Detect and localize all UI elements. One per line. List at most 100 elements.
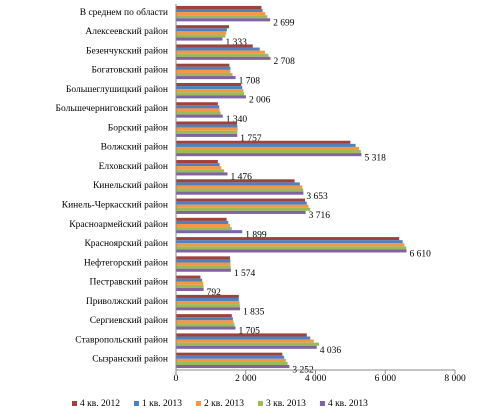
bar [176,34,226,38]
bar [176,127,238,131]
bar [176,358,286,362]
bar [176,240,403,244]
value-label: 2 006 [249,96,271,106]
bar [176,336,311,340]
category-label: Сызранский район [92,354,168,365]
value-label: 2 699 [273,19,295,29]
bar [176,223,231,228]
value-label: 3 653 [306,192,328,202]
value-label: 2 708 [273,57,295,67]
bar [176,287,204,292]
bar [176,314,232,318]
bar [176,92,245,96]
bar [176,76,236,80]
category-label: Красноярский район [84,238,168,249]
bar [176,342,319,346]
bar [176,237,400,241]
bar [176,56,271,60]
bar [176,143,356,147]
legend-label: 4 кв. 2013 [328,399,368,409]
bar [176,249,407,253]
bar [176,185,303,189]
bar [176,259,231,263]
bar [176,66,231,70]
value-label: 1 835 [243,307,265,317]
bar [176,82,242,87]
x-tick-label: 8 000 [444,374,466,384]
legend-swatch [257,401,263,406]
value-label: 1 757 [240,134,262,144]
category-label: Кинель-Черкасский район [62,199,168,210]
value-label: 1 899 [245,230,267,240]
value-label: 4 036 [320,346,342,356]
legend-label: 1 кв. 2013 [142,399,182,409]
bar [176,114,223,118]
bar [176,188,304,192]
bar [176,53,269,57]
bar [176,47,260,51]
bar [176,204,309,208]
bar [176,207,311,211]
bar [176,294,239,298]
category-label: Красноармейский район [69,219,168,230]
bar [176,355,285,359]
bar [176,86,243,90]
bar [176,89,244,93]
bar [176,364,290,369]
bar [176,243,405,247]
bar [176,95,246,99]
bar [176,220,229,224]
bar [176,268,231,272]
bar [176,191,304,195]
value-label: 5 318 [364,153,386,163]
bar [176,130,238,134]
bar [176,265,231,269]
bar [176,179,295,183]
bar [176,28,227,32]
x-tick-label: 2 000 [235,374,257,384]
category-label: Кинельский район [93,180,168,191]
bar [176,169,225,173]
value-label: 3 716 [309,211,331,221]
value-label: 1 708 [239,76,261,86]
category-label: Богатовский район [91,65,168,76]
x-tick-label: 0 [174,374,179,384]
category-label: Приволжский район [86,296,168,307]
bar [176,352,283,356]
category-label: Борский район [108,122,168,133]
bar [176,140,351,144]
bar [176,105,220,109]
bar [176,262,231,266]
x-tick-label: 4 000 [305,374,327,384]
bar [176,304,240,308]
legend-swatch [195,401,201,406]
bar [176,15,268,19]
value-label: 6 610 [410,250,432,260]
bar [176,210,306,214]
category-label: Безенчукский район [86,45,168,56]
bar [176,160,218,164]
value-label: 1 705 [238,327,260,337]
bar [176,111,221,115]
bar [176,150,361,154]
bar [176,284,204,288]
x-tick-label: 6 000 [375,374,397,384]
bar [176,307,240,311]
bar [176,63,230,67]
legend-swatch [319,401,325,406]
bar [176,275,201,279]
legend-swatch [133,401,139,406]
bar [176,301,240,305]
bar [176,198,306,202]
category-label: Алексеевский район [85,26,168,37]
category-label: Волжский район [101,142,168,153]
bar [176,5,262,10]
bar [176,31,227,35]
bar [176,44,253,48]
bar [176,320,234,324]
category-label: Сергиевский район [90,315,168,326]
bar [176,18,271,22]
bar [176,323,235,327]
value-label: 1 333 [225,38,247,48]
